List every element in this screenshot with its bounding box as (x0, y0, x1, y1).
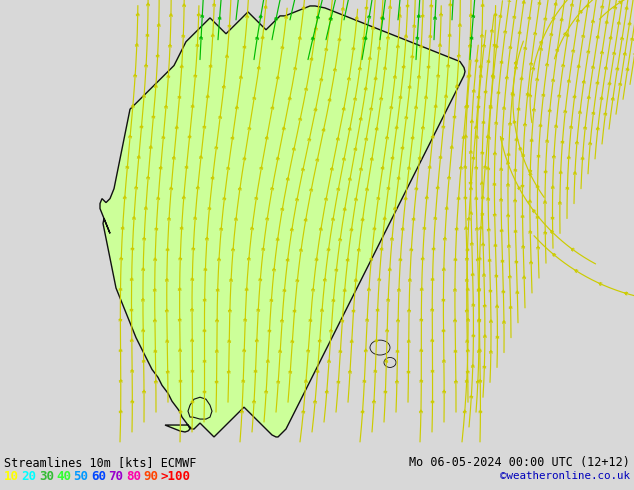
Text: 90: 90 (143, 470, 158, 483)
Text: ©weatheronline.co.uk: ©weatheronline.co.uk (500, 471, 630, 481)
Text: 60: 60 (91, 470, 106, 483)
Ellipse shape (384, 358, 396, 368)
Text: Streamlines 10m [kts] ECMWF: Streamlines 10m [kts] ECMWF (4, 456, 197, 469)
Polygon shape (188, 397, 212, 419)
Text: 70: 70 (108, 470, 124, 483)
Ellipse shape (370, 340, 390, 355)
Text: 30: 30 (39, 470, 54, 483)
Text: Mo 06-05-2024 00:00 UTC (12+12): Mo 06-05-2024 00:00 UTC (12+12) (409, 456, 630, 469)
Text: 40: 40 (56, 470, 71, 483)
Text: 80: 80 (126, 470, 141, 483)
Text: >100: >100 (160, 470, 191, 483)
Text: 20: 20 (22, 470, 36, 483)
Text: 50: 50 (74, 470, 89, 483)
Text: 10: 10 (4, 470, 19, 483)
Polygon shape (100, 6, 465, 437)
